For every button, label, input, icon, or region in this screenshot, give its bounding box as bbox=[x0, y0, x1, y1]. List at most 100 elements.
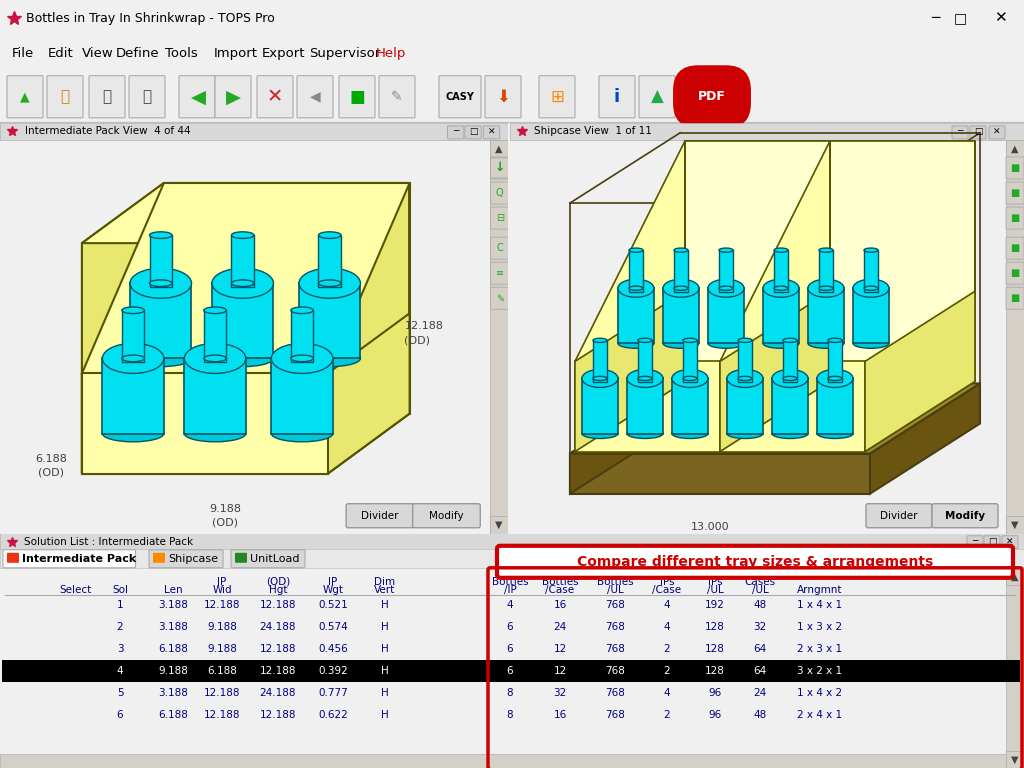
Text: 128: 128 bbox=[706, 644, 725, 654]
Text: 📂: 📂 bbox=[60, 89, 70, 104]
Polygon shape bbox=[574, 382, 830, 452]
Ellipse shape bbox=[674, 286, 688, 290]
Text: Len: Len bbox=[164, 584, 182, 595]
Text: Bottles in Tray In Shrinkwrap - TOPS Pro: Bottles in Tray In Shrinkwrap - TOPS Pro bbox=[26, 12, 274, 25]
FancyBboxPatch shape bbox=[866, 504, 932, 528]
Text: Solution List : Intermediate Pack: Solution List : Intermediate Pack bbox=[24, 537, 194, 547]
Ellipse shape bbox=[627, 369, 663, 387]
Polygon shape bbox=[204, 310, 226, 362]
Polygon shape bbox=[82, 183, 164, 474]
Ellipse shape bbox=[617, 339, 654, 349]
Ellipse shape bbox=[291, 307, 313, 313]
Ellipse shape bbox=[617, 283, 654, 293]
Polygon shape bbox=[864, 250, 878, 293]
Text: 9.188: 9.188 bbox=[207, 622, 237, 632]
Text: 💾: 💾 bbox=[102, 89, 112, 104]
FancyBboxPatch shape bbox=[1006, 287, 1024, 310]
Text: 6: 6 bbox=[507, 666, 513, 676]
Ellipse shape bbox=[817, 429, 853, 439]
Polygon shape bbox=[328, 183, 410, 474]
FancyBboxPatch shape bbox=[439, 76, 481, 118]
Text: Bottles: Bottles bbox=[542, 577, 579, 587]
FancyBboxPatch shape bbox=[47, 76, 83, 118]
Ellipse shape bbox=[299, 268, 360, 298]
Text: 192: 192 bbox=[706, 600, 725, 610]
Ellipse shape bbox=[774, 248, 788, 252]
Text: Tools: Tools bbox=[165, 47, 198, 60]
Polygon shape bbox=[212, 283, 273, 359]
Text: □: □ bbox=[953, 11, 967, 25]
Ellipse shape bbox=[727, 429, 763, 439]
Text: 6.188: 6.188 bbox=[158, 644, 188, 654]
Polygon shape bbox=[231, 235, 254, 287]
Polygon shape bbox=[727, 379, 763, 434]
Text: Vert: Vert bbox=[375, 584, 395, 595]
Text: ▼: ▼ bbox=[1012, 520, 1019, 530]
Text: □: □ bbox=[988, 538, 996, 546]
Text: UnitLoad: UnitLoad bbox=[250, 554, 299, 564]
Text: View: View bbox=[82, 47, 114, 60]
Ellipse shape bbox=[683, 376, 697, 380]
Text: 6.188
(OD): 6.188 (OD) bbox=[35, 454, 68, 478]
Polygon shape bbox=[719, 250, 733, 293]
Ellipse shape bbox=[663, 283, 699, 293]
Ellipse shape bbox=[819, 286, 833, 290]
Text: 2: 2 bbox=[664, 666, 671, 676]
Text: ▼: ▼ bbox=[496, 520, 503, 530]
Polygon shape bbox=[574, 141, 830, 362]
Text: PDF: PDF bbox=[698, 91, 726, 103]
Text: 0.777: 0.777 bbox=[318, 688, 348, 698]
Text: ■: ■ bbox=[1011, 213, 1020, 223]
Ellipse shape bbox=[212, 268, 273, 298]
Text: 768: 768 bbox=[605, 688, 625, 698]
Polygon shape bbox=[82, 183, 164, 474]
Text: 12.188: 12.188 bbox=[204, 710, 241, 720]
Polygon shape bbox=[828, 340, 842, 382]
FancyBboxPatch shape bbox=[1006, 516, 1024, 534]
Ellipse shape bbox=[231, 232, 254, 238]
FancyBboxPatch shape bbox=[231, 550, 305, 568]
Text: H: H bbox=[381, 688, 389, 698]
Text: Dim: Dim bbox=[375, 577, 395, 587]
FancyBboxPatch shape bbox=[967, 536, 983, 549]
Ellipse shape bbox=[772, 429, 808, 439]
Polygon shape bbox=[870, 383, 980, 494]
Polygon shape bbox=[720, 141, 975, 362]
Text: 1 x 3 x 2: 1 x 3 x 2 bbox=[798, 622, 843, 632]
Polygon shape bbox=[164, 183, 410, 413]
Text: 0.392: 0.392 bbox=[318, 666, 348, 676]
Ellipse shape bbox=[204, 307, 226, 313]
Text: 9.188: 9.188 bbox=[158, 666, 188, 676]
Text: 3 x 2 x 1: 3 x 2 x 1 bbox=[798, 666, 843, 676]
Polygon shape bbox=[82, 413, 410, 474]
Polygon shape bbox=[853, 288, 889, 343]
Polygon shape bbox=[738, 340, 752, 382]
Text: ▲: ▲ bbox=[496, 144, 503, 154]
Ellipse shape bbox=[629, 248, 643, 252]
FancyBboxPatch shape bbox=[490, 287, 509, 310]
Polygon shape bbox=[570, 383, 680, 494]
Polygon shape bbox=[783, 340, 797, 382]
Text: /UL: /UL bbox=[707, 584, 723, 595]
Ellipse shape bbox=[629, 286, 643, 290]
Ellipse shape bbox=[130, 350, 191, 366]
Text: Modify: Modify bbox=[429, 511, 464, 521]
Text: 3.188: 3.188 bbox=[158, 688, 188, 698]
Text: □: □ bbox=[974, 127, 982, 137]
Ellipse shape bbox=[593, 338, 607, 343]
FancyBboxPatch shape bbox=[490, 140, 508, 157]
FancyBboxPatch shape bbox=[257, 76, 293, 118]
Text: 2: 2 bbox=[664, 710, 671, 720]
Text: ▲: ▲ bbox=[650, 88, 664, 106]
FancyBboxPatch shape bbox=[447, 126, 464, 139]
Ellipse shape bbox=[853, 283, 889, 293]
FancyBboxPatch shape bbox=[1006, 140, 1024, 534]
Ellipse shape bbox=[582, 373, 617, 383]
Text: 6.188: 6.188 bbox=[207, 666, 237, 676]
FancyBboxPatch shape bbox=[984, 536, 1000, 549]
Text: 4: 4 bbox=[507, 600, 513, 610]
Text: 128: 128 bbox=[706, 666, 725, 676]
Text: ≡: ≡ bbox=[496, 268, 504, 278]
Text: H: H bbox=[381, 600, 389, 610]
Polygon shape bbox=[674, 250, 688, 293]
